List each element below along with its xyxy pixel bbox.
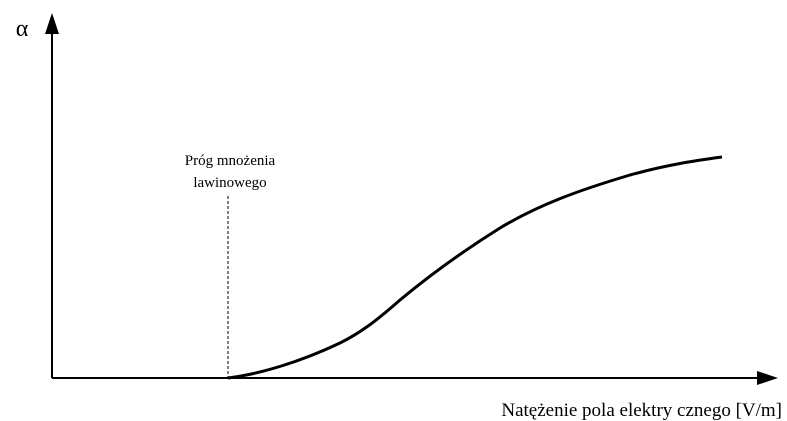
x-axis-label: Natężenie pola elektry cznego [V/m] bbox=[501, 400, 782, 421]
y-axis-arrow bbox=[45, 13, 59, 34]
curve bbox=[227, 155, 723, 380]
y-axis-label: α bbox=[16, 16, 29, 42]
x-axis-arrow bbox=[757, 371, 778, 385]
annotation-line: lawinowego bbox=[193, 175, 266, 191]
annotation-line: Próg mnożenia bbox=[185, 153, 276, 169]
